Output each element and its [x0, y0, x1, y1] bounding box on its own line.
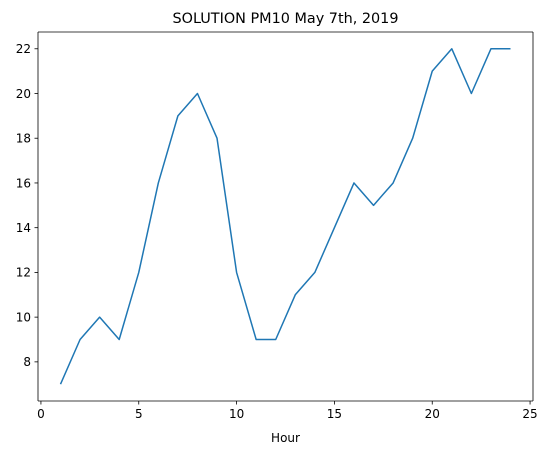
y-tick-label-18: 18 [16, 132, 31, 146]
x-tick-label-20: 20 [425, 407, 440, 421]
x-tick-label-10: 10 [229, 407, 244, 421]
x-tick-label-15: 15 [327, 407, 342, 421]
series-line-1 [59, 48, 511, 385]
x-tick-label-5: 5 [135, 407, 143, 421]
x-axis-label: Hour [271, 431, 300, 445]
y-tick-label-8: 8 [23, 355, 31, 369]
x-tick-label-0: 0 [37, 407, 45, 421]
y-tick-label-16: 16 [16, 176, 31, 190]
y-tick-label-12: 12 [16, 266, 31, 280]
y-tick-label-22: 22 [16, 42, 31, 56]
chart-title: SOLUTION PM10 May 7th, 2019 [173, 11, 399, 27]
y-tick-label-20: 20 [16, 87, 31, 101]
plot-area: 0 5 10 15 20 25 8 10 12 14 16 18 20 22 [16, 31, 538, 421]
y-tick-label-14: 14 [16, 221, 31, 235]
x-tick-label-25: 25 [522, 407, 537, 421]
y-tick-label-10: 10 [16, 310, 31, 324]
